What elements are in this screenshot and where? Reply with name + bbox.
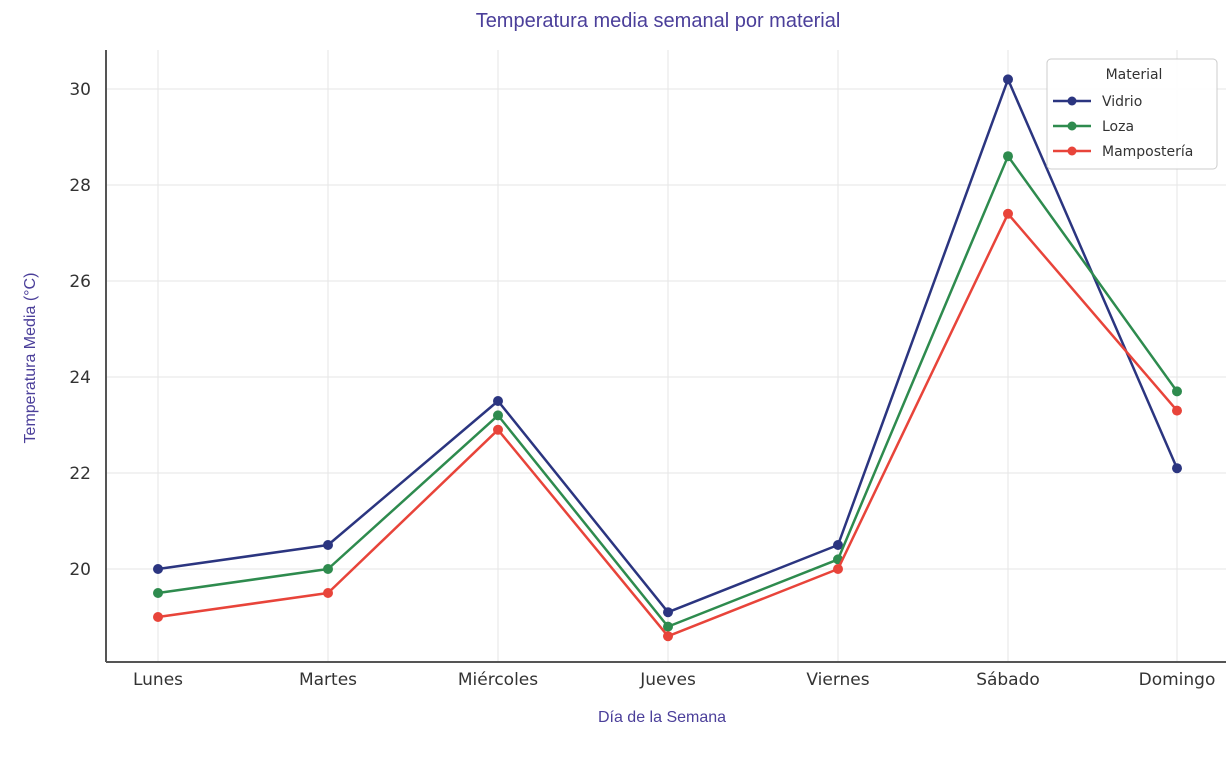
data-point-mamposteria bbox=[1172, 405, 1182, 416]
x-tick-label: Sábado bbox=[976, 670, 1040, 690]
x-tick-label: Viernes bbox=[806, 670, 869, 690]
data-point-loza bbox=[1172, 386, 1182, 397]
data-point-loza bbox=[153, 588, 163, 598]
x-tick-label: Jueves bbox=[639, 670, 696, 690]
data-point-mamposteria bbox=[833, 564, 843, 574]
y-axis-title: Temperatura Media (°C) bbox=[22, 273, 39, 444]
data-point-vidrio bbox=[493, 396, 503, 406]
legend-label: Vidrio bbox=[1102, 94, 1142, 110]
y-tick-label: 22 bbox=[69, 464, 91, 484]
x-tick-label: Lunes bbox=[133, 670, 183, 690]
legend: Material Vidrio Loza Mampostería bbox=[1046, 58, 1218, 170]
data-point-loza bbox=[493, 410, 503, 421]
data-point-vidrio bbox=[153, 564, 163, 574]
y-tick-label: 30 bbox=[69, 80, 91, 100]
data-point-vidrio bbox=[323, 540, 333, 550]
data-point-loza bbox=[1003, 151, 1013, 162]
data-point-loza bbox=[663, 621, 673, 632]
data-point-mamposteria bbox=[493, 424, 503, 435]
data-point-mamposteria bbox=[323, 588, 333, 598]
legend-marker bbox=[1067, 96, 1077, 106]
data-point-mamposteria bbox=[153, 612, 163, 622]
y-tick-labels: 20 22 24 26 28 30 bbox=[69, 80, 91, 580]
y-tick-label: 20 bbox=[69, 560, 91, 580]
x-tick-labels: Lunes Martes Miércoles Jueves Viernes Sábado D… bbox=[133, 670, 1215, 690]
data-point-mamposteria bbox=[1003, 208, 1013, 219]
legend-marker bbox=[1067, 121, 1077, 131]
chart-title: Temperatura media semanal por material bbox=[476, 10, 841, 32]
data-point-vidrio bbox=[1003, 74, 1013, 85]
data-point-vidrio bbox=[1172, 463, 1182, 474]
series-group bbox=[153, 74, 1182, 642]
legend-title: Material bbox=[1106, 67, 1163, 83]
data-point-loza bbox=[323, 564, 333, 574]
x-axis-title: Día de la Semana bbox=[598, 709, 726, 726]
data-point-vidrio bbox=[833, 540, 843, 550]
legend-label: Mampostería bbox=[1102, 144, 1193, 160]
legend-box bbox=[1046, 58, 1218, 170]
y-tick-label: 26 bbox=[69, 272, 91, 292]
y-tick-label: 28 bbox=[69, 176, 91, 196]
y-tick-label: 24 bbox=[69, 368, 91, 388]
x-tick-label: Miércoles bbox=[458, 670, 538, 690]
data-point-vidrio bbox=[663, 607, 673, 618]
axes bbox=[105, 50, 1226, 663]
data-point-mamposteria bbox=[663, 631, 673, 642]
x-tick-label: Martes bbox=[299, 670, 357, 690]
legend-marker bbox=[1067, 146, 1077, 156]
legend-label: Loza bbox=[1102, 119, 1134, 135]
x-tick-label: Domingo bbox=[1139, 670, 1216, 690]
